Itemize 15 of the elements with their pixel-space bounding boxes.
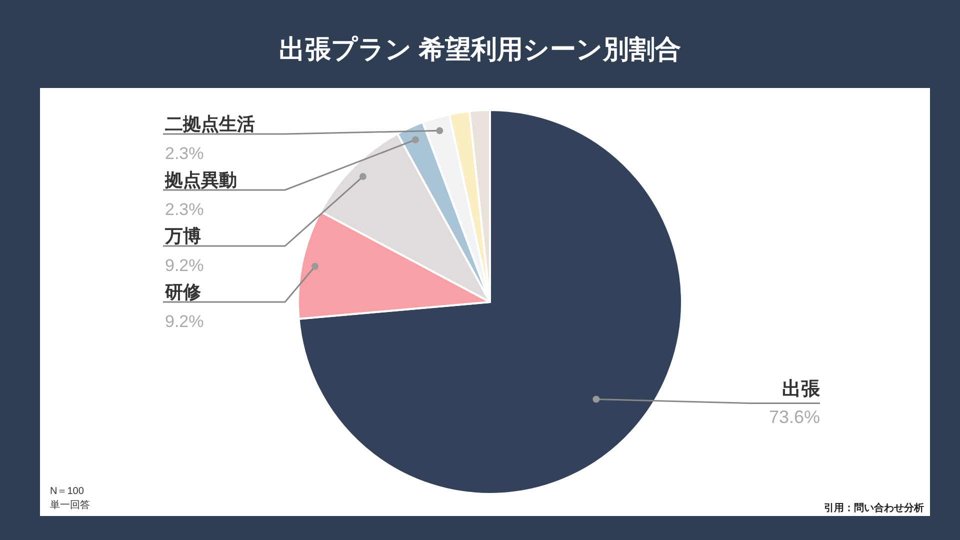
slice-label: 拠点異動 [164, 170, 237, 190]
pie-slice [298, 109, 683, 495]
slice-label: 研修 [164, 282, 202, 302]
slice-label: 二拠点生活 [165, 114, 255, 134]
chart-title: 出張プラン 希望利用シーン別割合 [278, 34, 682, 64]
data-label: 9.2% [165, 256, 204, 275]
data-label: 9.2% [165, 312, 204, 331]
slice-label: 万博 [164, 226, 201, 246]
text: 単一回答 [50, 499, 90, 511]
data-label: 2.3% [165, 200, 204, 219]
data-label: 2.3% [165, 144, 204, 163]
text: N＝100 [50, 486, 84, 497]
data-label: 73.6% [768, 407, 820, 428]
text: 引用：問い合わせ分析 [824, 502, 924, 514]
slice-label: 出張 [782, 378, 821, 400]
